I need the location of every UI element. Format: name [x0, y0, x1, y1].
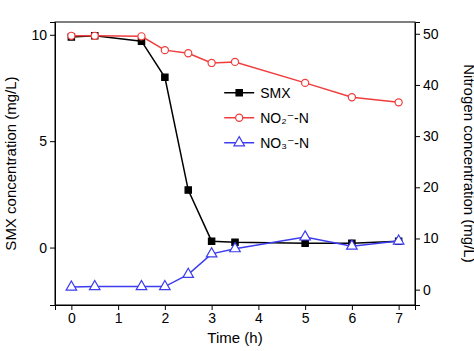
y2-axis: 0 10 20 30 40 50 [415, 23, 439, 306]
legend-entry: NO₂⁻-N [224, 110, 309, 126]
y2-axis-line [416, 23, 421, 306]
tick-mark [50, 141, 55, 142]
tick-mark [415, 85, 420, 86]
y-axis-title: SMX concentration (mg/L) [2, 76, 19, 250]
legend-label: SMX [260, 85, 291, 101]
data-point [136, 280, 147, 289]
data-point [185, 187, 191, 193]
tick-mark [50, 35, 55, 36]
series-line [71, 36, 398, 103]
x-axis-line [56, 306, 416, 311]
y2-axis-title: Nitrogen concentration (mg/L) [461, 64, 474, 262]
tick: 20 [415, 179, 439, 195]
series-line [71, 36, 398, 243]
tick: 30 [415, 128, 439, 144]
tick-label: 6 [348, 310, 356, 326]
tick: 4 [255, 305, 263, 326]
x-axis: 0 1 2 3 4 5 6 7 [56, 305, 416, 326]
tick: 6 [348, 305, 356, 326]
tick: 5 [39, 133, 55, 149]
data-point [302, 79, 309, 86]
tick: 40 [415, 77, 439, 93]
data-point [185, 50, 192, 57]
tick-label: 50 [423, 26, 439, 42]
data-point [206, 248, 217, 257]
tick-mark [50, 248, 55, 249]
tick: 2 [161, 305, 169, 326]
tick: 10 [31, 27, 55, 43]
tick-mark [415, 187, 420, 188]
tick-mark [415, 238, 420, 239]
plot-frame [55, 22, 415, 305]
tick: 0 [68, 305, 76, 326]
data-point [160, 280, 171, 289]
data-point [302, 240, 308, 246]
marks [66, 32, 404, 290]
y-axis-line [50, 23, 56, 306]
tick: 0 [39, 240, 55, 256]
legend-marker [234, 137, 245, 146]
tick-mark [415, 290, 420, 291]
legend-marker [236, 114, 243, 121]
plot: 0 1 2 3 4 5 6 7 0 5 10 0 10 20 30 40 50 SMX NO₂⁻-N NO₃⁻-N [31, 22, 438, 326]
tick-label: 10 [423, 230, 439, 246]
tick-label: 7 [395, 310, 403, 326]
data-point [231, 58, 238, 65]
data-point [91, 32, 98, 39]
tick-label: 0 [39, 240, 47, 256]
tick-label: 3 [208, 310, 216, 326]
x-axis-title: Time (h) [207, 329, 262, 346]
data-point [138, 33, 145, 40]
data-point [162, 74, 168, 80]
y-axis: 0 5 10 [31, 23, 55, 306]
data-point [348, 94, 355, 101]
legend-marker [236, 90, 242, 96]
tick-label: 4 [255, 310, 263, 326]
tick-mark [415, 136, 420, 137]
data-point [92, 33, 98, 39]
legend: SMX NO₂⁻-N NO₃⁻-N [224, 85, 309, 151]
tick: 7 [395, 305, 403, 326]
legend-entry: SMX [224, 85, 291, 101]
data-point [393, 235, 404, 244]
data-point [161, 47, 168, 54]
data-point [347, 240, 358, 249]
tick: 50 [415, 26, 439, 42]
tick-label: 5 [302, 310, 310, 326]
tick: 3 [208, 305, 216, 326]
tick-label: 10 [31, 27, 47, 43]
series-line [71, 237, 398, 287]
tick-mark [415, 34, 420, 35]
data-point [300, 231, 311, 240]
data-point [230, 243, 241, 252]
tick: 5 [302, 305, 310, 326]
tick-label: 40 [423, 77, 439, 93]
tick-label: 0 [68, 310, 76, 326]
data-point [68, 32, 75, 39]
data-point [208, 59, 215, 66]
data-point [183, 268, 194, 277]
tick-label: 30 [423, 128, 439, 144]
chart: 0 1 2 3 4 5 6 7 0 5 10 0 10 20 30 40 50 SMX NO₂⁻-N NO₃⁻-N Ti… [0, 0, 474, 351]
tick-label: 0 [423, 282, 431, 298]
legend-label: NO₃⁻-N [260, 135, 309, 151]
tick-label: 20 [423, 179, 439, 195]
legend-label: NO₂⁻-N [260, 110, 309, 126]
tick-label: 5 [39, 133, 47, 149]
legend-entry: NO₃⁻-N [224, 135, 309, 151]
tick: 10 [415, 230, 439, 246]
tick: 1 [115, 305, 123, 326]
data-point [208, 238, 214, 244]
data-point [89, 280, 100, 289]
data-point [395, 99, 402, 106]
data-point [66, 281, 77, 290]
tick: 0 [415, 282, 431, 298]
tick-label: 1 [115, 310, 123, 326]
tick-label: 2 [161, 310, 169, 326]
